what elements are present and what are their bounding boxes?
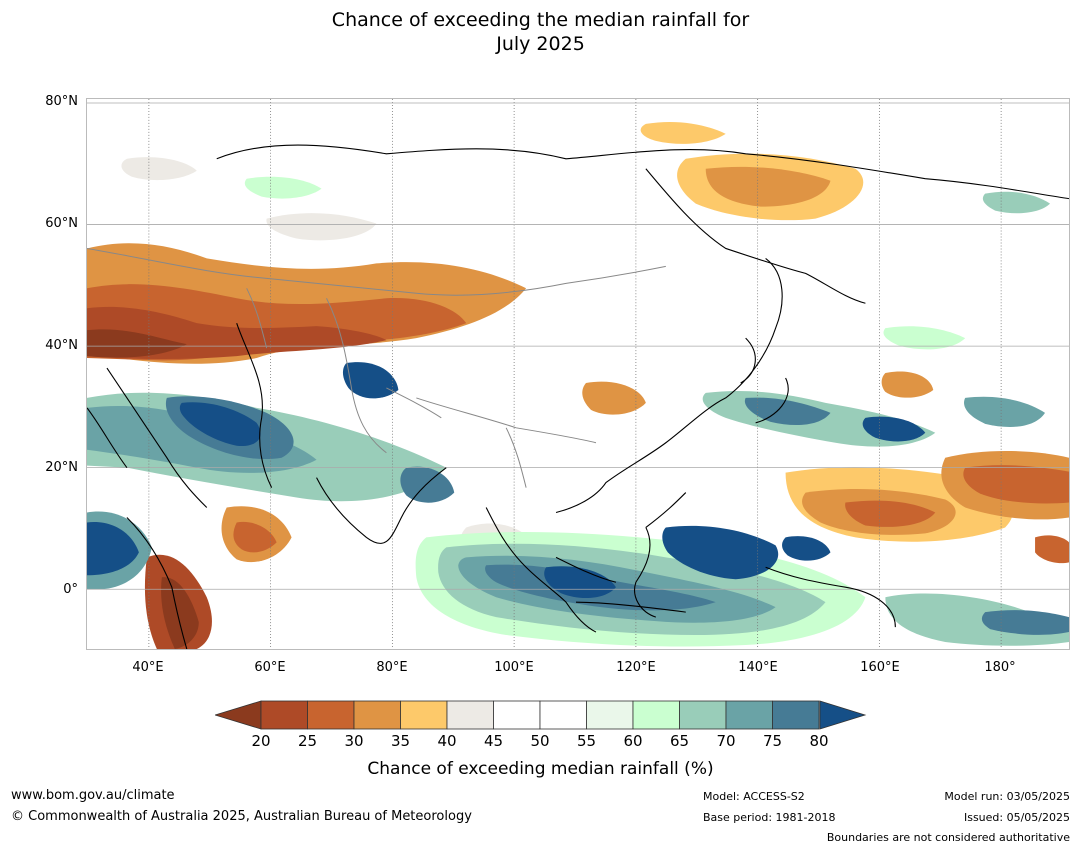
colorbar-tick-50: 50: [530, 732, 550, 750]
colorbar-low-arrow: [215, 700, 262, 730]
map-title: Chance of exceeding the median rainfall …: [0, 8, 1081, 56]
lon-label-100e: 100°E: [494, 660, 534, 675]
disclaimer-text: Boundaries are not considered authoritat…: [826, 831, 1070, 844]
title-line-2: July 2025: [496, 33, 585, 55]
lat-label-40n: 40°N: [45, 338, 78, 353]
lon-label-140e: 140°E: [738, 660, 778, 675]
colorbar-label: Chance of exceeding median rainfall (%): [367, 759, 714, 779]
colorbar-cell: [586, 700, 634, 730]
colorbar: [215, 700, 867, 730]
colorbar-tick-70: 70: [716, 732, 736, 750]
model-run-text: Model run: 03/05/2025: [944, 790, 1070, 803]
colorbar-cell: [400, 700, 448, 730]
issued-text: Issued: 05/05/2025: [963, 811, 1070, 824]
colorbar-tick-25: 25: [297, 732, 318, 750]
base-period-text: Base period: 1981-2018: [703, 811, 836, 824]
website-link[interactable]: www.bom.gov.au/climate: [11, 788, 175, 803]
model-text: Model: ACCESS-S2: [703, 790, 805, 803]
colorbar-tick-60: 60: [623, 732, 643, 750]
colorbar-tick-20: 20: [251, 732, 271, 750]
colorbar-tick-35: 35: [390, 732, 411, 750]
lon-label-120e: 120°E: [616, 660, 656, 675]
colorbar-cell: [493, 700, 541, 730]
graticule: [148, 99, 1002, 649]
lon-label-160e: 160°E: [860, 660, 900, 675]
colorbar-cell: [539, 700, 587, 730]
colorbar-high-arrow: [819, 700, 867, 730]
colorbar-cell: [260, 700, 308, 730]
colorbar-tick-65: 65: [669, 732, 690, 750]
country-boundaries: [87, 247, 666, 488]
lon-label-40e: 40°E: [132, 660, 164, 675]
colorbar-cell: [307, 700, 355, 730]
lon-label-180: 180°: [984, 660, 1016, 675]
wet-regions: [87, 176, 1069, 647]
dry-regions: [87, 121, 1069, 649]
lat-label-20n: 20°N: [45, 460, 78, 475]
rainfall-map: [86, 98, 1070, 650]
colorbar-tick-45: 45: [483, 732, 504, 750]
lat-label-60n: 60°N: [45, 216, 78, 231]
lat-label-0: 0°: [63, 582, 78, 597]
colorbar-cell: [679, 700, 727, 730]
colorbar-tick-40: 40: [437, 732, 457, 750]
copyright-text: © Commonwealth of Australia 2025, Austra…: [11, 809, 472, 824]
colorbar-tick-80: 80: [809, 732, 829, 750]
lon-label-60e: 60°E: [254, 660, 286, 675]
latitude-lines: [87, 102, 1069, 590]
lon-label-80e: 80°E: [376, 660, 408, 675]
colorbar-cell: [446, 700, 494, 730]
colorbar-cell: [353, 700, 401, 730]
colorbar-tick-30: 30: [344, 732, 364, 750]
title-line-1: Chance of exceeding the median rainfall …: [331, 9, 750, 31]
colorbar-cell: [772, 700, 820, 730]
colorbar-tick-75: 75: [762, 732, 783, 750]
colorbar-tick-55: 55: [576, 732, 597, 750]
colorbar-cell: [725, 700, 773, 730]
colorbar-cell: [632, 700, 680, 730]
lat-label-80n: 80°N: [45, 94, 78, 109]
colorbar-cells: [260, 700, 820, 730]
coastlines: [87, 144, 1069, 649]
